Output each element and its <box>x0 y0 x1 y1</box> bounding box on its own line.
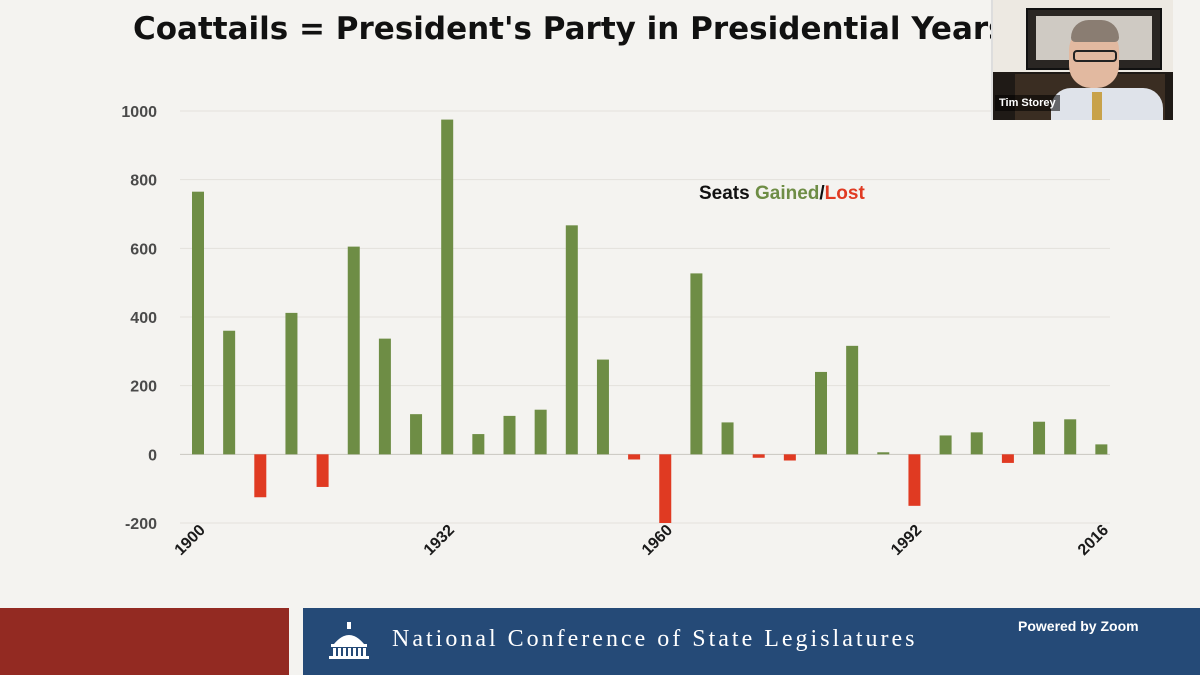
bar-1984 <box>846 345 859 455</box>
organization-name: National Conference of State Legislature… <box>392 626 918 652</box>
y-axis-ticks: -200 0 200 400 600 800 1000 <box>121 104 157 533</box>
legend-separator: / <box>819 183 825 204</box>
y-tick-label: -200 <box>125 516 157 533</box>
legend-lost: Lost <box>825 183 866 204</box>
x-tick-label: 2016 <box>1075 522 1112 559</box>
bar-1916 <box>316 454 329 487</box>
x-tick-label: 1900 <box>172 522 209 559</box>
bar-1968 <box>721 422 734 455</box>
x-tick-label: 1992 <box>888 522 925 559</box>
bar-1940 <box>503 415 516 455</box>
bar-1920 <box>347 246 360 455</box>
y-tick-label: 400 <box>130 310 157 327</box>
bars <box>192 119 1108 523</box>
bar-1956 <box>628 454 641 460</box>
bar-2016 <box>1095 444 1108 455</box>
bar-2012 <box>1064 419 1077 455</box>
x-tick-label: 1960 <box>639 522 676 559</box>
bar-1932 <box>441 119 454 455</box>
footer-red-band <box>0 608 289 675</box>
y-tick-label: 800 <box>130 173 157 190</box>
chart-legend: Seats Gained/Lost <box>699 183 865 204</box>
bar-1980 <box>815 371 827 455</box>
y-tick-label: 1000 <box>121 104 157 121</box>
bar-1944 <box>534 409 547 455</box>
slide-title-text: Coattails = President's Party in Preside… <box>133 11 1007 47</box>
bar-1988 <box>877 452 890 455</box>
bar-1960 <box>659 454 672 523</box>
bar-1908 <box>254 454 267 498</box>
bar-1948 <box>565 225 578 455</box>
y-tick-label: 0 <box>148 447 157 464</box>
powered-by-zoom: Powered by Zoom <box>1018 618 1139 634</box>
bar-1936 <box>472 434 485 455</box>
gridlines <box>180 110 1110 524</box>
bar-1992 <box>908 454 921 506</box>
bar-1900 <box>192 191 204 455</box>
bar-2004 <box>1001 454 1014 463</box>
legend-prefix: Seats <box>699 183 755 204</box>
x-axis-ticks: 1900 1932 1960 1992 2016 <box>172 522 1113 559</box>
y-tick-label: 200 <box>130 379 157 396</box>
bar-1912 <box>285 312 298 455</box>
capitol-dome-icon <box>329 622 369 659</box>
bar-1972 <box>752 454 765 458</box>
bar-1996 <box>939 435 952 455</box>
footer-blue-band <box>303 608 1200 675</box>
bar-1976 <box>783 454 796 461</box>
y-tick-label: 600 <box>130 241 157 258</box>
bar-1952 <box>596 359 609 455</box>
webcam-thumbnail[interactable]: Tim Storey <box>991 0 1173 120</box>
x-tick-label: 1932 <box>421 522 458 559</box>
legend-gained: Gained <box>755 183 819 204</box>
bar-2000 <box>970 432 983 455</box>
seats-bar-chart: -200 0 200 400 600 800 1000 1900 1932 1960 1992 20… <box>121 104 1113 559</box>
slide-title: Coattails = President's Party in Preside… <box>0 6 1200 56</box>
participant-name: Tim Storey <box>995 95 1060 111</box>
bar-1904 <box>223 330 236 455</box>
bar-1928 <box>410 414 423 455</box>
bar-2008 <box>1033 421 1046 455</box>
bar-1964 <box>690 273 703 455</box>
bar-1924 <box>378 338 391 455</box>
